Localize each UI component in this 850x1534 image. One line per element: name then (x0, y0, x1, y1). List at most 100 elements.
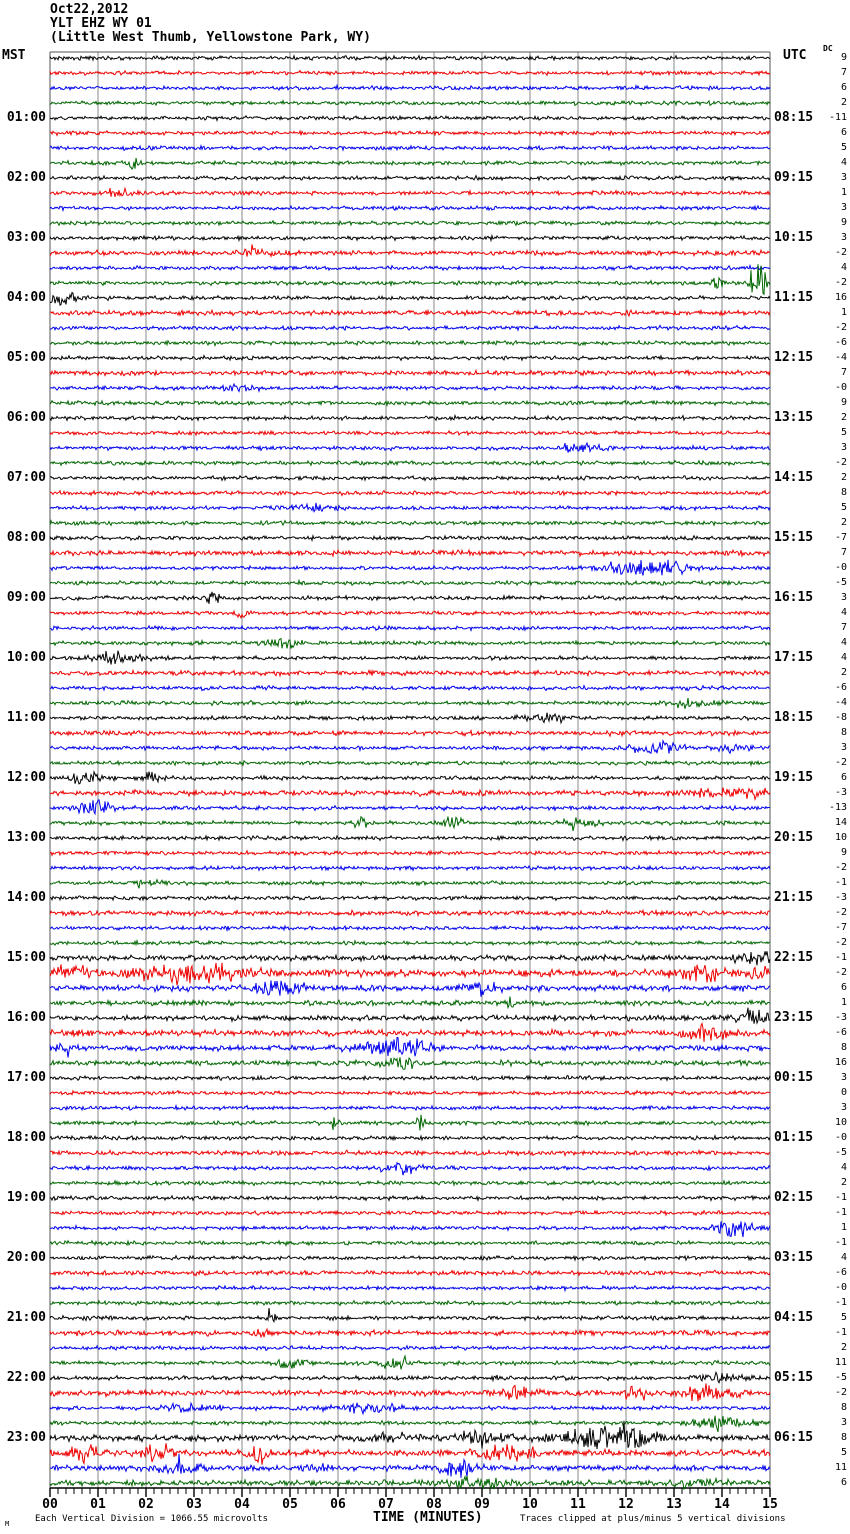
seismic-trace-row-35 (49, 578, 771, 587)
seismic-trace-row-88 (49, 1370, 771, 1385)
utc-label: 17:15 (774, 650, 814, 665)
dc-value: -0 (834, 1132, 847, 1143)
seismic-trace-row-69 (49, 1089, 771, 1097)
seismic-trace-row-46 (49, 738, 771, 755)
seismic-trace-row-56 (49, 894, 771, 902)
dc-value: 4 (840, 262, 847, 273)
seismic-trace-row-11 (49, 219, 771, 227)
seismic-trace-row-37 (49, 609, 770, 619)
seismic-trace-row-89 (49, 1383, 771, 1402)
dc-value: -3 (834, 1012, 847, 1023)
utc-label: 01:15 (774, 1130, 814, 1145)
seismic-trace-row-49 (49, 786, 771, 801)
seismic-trace-row-4 (49, 114, 771, 122)
dc-value: -13 (828, 802, 847, 813)
seismic-trace-row-7 (49, 157, 771, 171)
dc-value: -5 (834, 1147, 847, 1158)
seismic-trace-row-10 (49, 204, 771, 213)
mst-label: 11:00 (6, 710, 46, 725)
utc-label: 13:15 (774, 410, 814, 425)
seismic-trace-row-95 (49, 1474, 771, 1491)
utc-label: 05:15 (774, 1370, 814, 1385)
seismic-trace-row-8 (49, 174, 771, 182)
dc-value: -2 (834, 322, 847, 333)
seismic-trace-row-33 (49, 548, 771, 558)
mst-label: 08:00 (6, 530, 46, 545)
seismic-trace-row-34 (49, 559, 771, 576)
dc-header: DC (823, 44, 833, 53)
dc-value: -2 (834, 907, 847, 918)
seismic-trace-row-52 (49, 834, 771, 842)
utc-label: 00:15 (774, 1070, 814, 1085)
utc-label: 04:15 (774, 1310, 814, 1325)
seismic-trace-row-77 (50, 1209, 770, 1217)
dc-value: -8 (834, 712, 847, 723)
seismic-trace-row-81 (49, 1269, 771, 1278)
seismic-trace-row-31 (49, 519, 771, 527)
mst-label: 21:00 (6, 1310, 46, 1325)
seismic-trace-row-20 (49, 354, 771, 362)
x-tick-label: 12 (618, 1497, 634, 1512)
seismic-trace-row-15 (49, 264, 771, 296)
logo-mark: M (5, 1520, 10, 1528)
seismic-trace-row-36 (49, 591, 771, 604)
mst-label: 23:00 (6, 1430, 46, 1445)
seismic-trace-row-51 (49, 815, 771, 832)
seismic-trace-row-32 (49, 534, 771, 542)
utc-label: 06:15 (774, 1430, 814, 1445)
dc-value: 0 (840, 1087, 847, 1098)
dc-value: 6 (840, 772, 847, 783)
seismic-trace-row-3 (49, 99, 771, 107)
dc-value: -7 (834, 922, 847, 933)
dc-value: 2 (840, 412, 847, 423)
seismic-trace-row-41 (49, 668, 771, 678)
dc-value: 3 (840, 1417, 847, 1428)
dc-value: 3 (840, 232, 847, 243)
x-tick-label: 01 (90, 1497, 106, 1512)
utc-label: 22:15 (774, 950, 814, 965)
seismic-trace-row-60 (49, 951, 771, 966)
dc-value: 7 (840, 622, 847, 633)
seismic-trace-row-53 (49, 849, 771, 857)
utc-label: 09:15 (774, 170, 814, 185)
seismic-trace-row-66 (49, 1036, 771, 1058)
seismic-trace-row-26 (49, 441, 771, 454)
dc-value: 3 (840, 172, 847, 183)
mst-label: 07:00 (6, 470, 46, 485)
dc-value: 9 (840, 397, 847, 408)
seismic-trace-row-25 (49, 429, 771, 437)
seismic-trace-row-22 (49, 382, 771, 393)
utc-label: 10:15 (774, 230, 814, 245)
x-tick-label: 09 (474, 1497, 490, 1512)
seismic-trace-row-30 (49, 502, 771, 513)
seismic-trace-row-92 (49, 1420, 771, 1450)
seismic-trace-row-23 (49, 399, 771, 407)
mst-label: 19:00 (6, 1190, 46, 1205)
seismic-trace-row-67 (49, 1057, 771, 1070)
seismic-trace-row-45 (49, 728, 771, 738)
seismic-trace-row-42 (49, 684, 770, 692)
dc-value: -1 (834, 1237, 847, 1248)
dc-value: 8 (840, 1402, 847, 1413)
seismic-trace-row-2 (49, 83, 771, 92)
seismic-trace-row-43 (49, 697, 771, 709)
seismic-trace-row-71 (49, 1114, 771, 1131)
dc-value: 2 (840, 1177, 847, 1188)
dc-value: 1 (840, 997, 847, 1008)
utc-header: UTC (783, 48, 807, 63)
dc-value: -1 (834, 1207, 847, 1218)
dc-value: -2 (834, 247, 847, 258)
utc-label: 12:15 (774, 350, 814, 365)
seismic-trace-row-47 (49, 759, 771, 768)
dc-value: 11 (834, 1462, 847, 1473)
dc-value: 5 (840, 1312, 847, 1323)
dc-value: -1 (834, 1297, 847, 1308)
dc-value: 9 (840, 52, 847, 63)
dc-value: -5 (834, 1372, 847, 1383)
seismic-trace-row-17 (49, 308, 771, 318)
x-tick-label: 06 (330, 1497, 346, 1512)
seismic-trace-row-19 (49, 339, 771, 347)
utc-label: 11:15 (774, 290, 814, 305)
